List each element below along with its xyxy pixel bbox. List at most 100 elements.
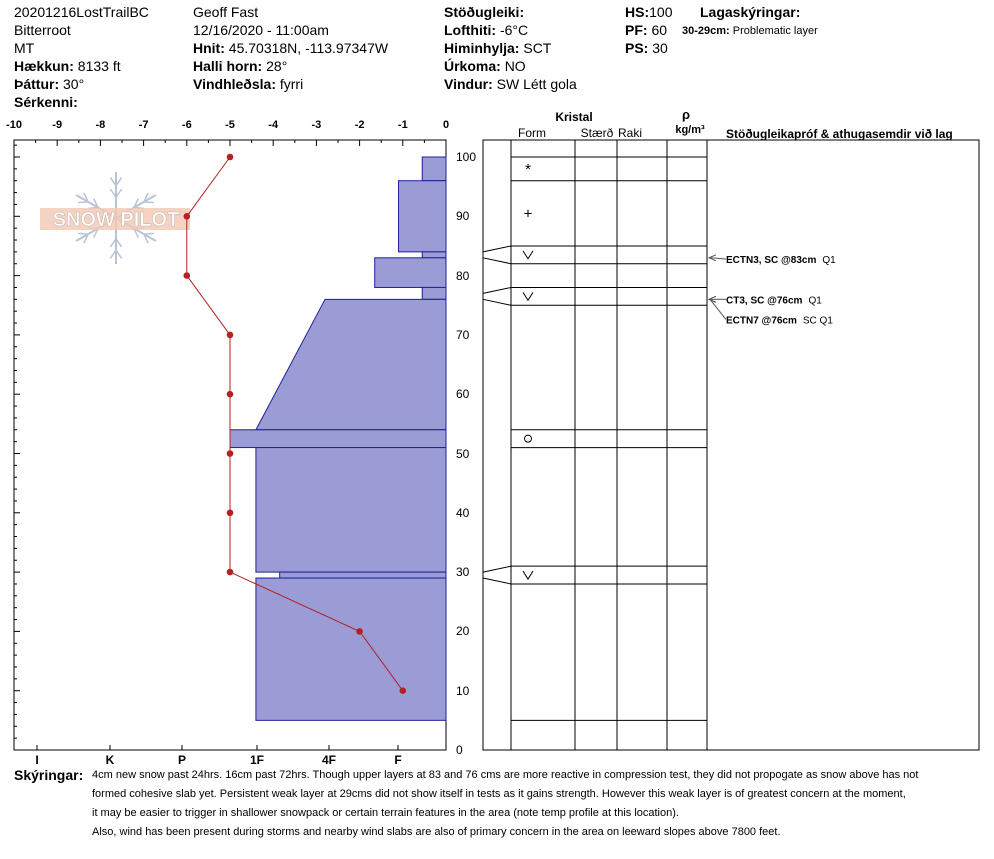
temp-tick-label: -10	[6, 119, 22, 131]
test-label: ECTN3, SC @83cm Q1	[726, 255, 836, 266]
snowflake-branch	[109, 188, 117, 198]
grain-symbol-round	[524, 434, 532, 443]
height-tick-label: 90	[456, 209, 470, 224]
height-tick-label: 0	[456, 743, 463, 757]
density-unit: kg/m³	[675, 124, 705, 136]
air-temp-field: Lofthiti: -6°C	[444, 22, 529, 38]
temp-tick-label: -1	[397, 119, 408, 131]
layer-connector-line	[482, 245, 512, 253]
layer-connector-line	[482, 577, 512, 585]
snowflake-branch	[143, 233, 149, 244]
layer-connector-line	[482, 257, 512, 265]
state-name: MT	[14, 40, 35, 56]
test-arrow-line	[709, 299, 727, 320]
test-arrow-head	[707, 254, 717, 262]
features-label: Sérkenni:	[14, 94, 78, 110]
temp-tick-label: -8	[95, 119, 106, 131]
snowflake-branch	[143, 192, 149, 203]
temp-tick-label: -3	[311, 119, 322, 131]
hardness-layer	[255, 298, 447, 431]
snowflake-branch	[109, 249, 117, 259]
legend-entry: 30-29cm: Problematic layer	[682, 25, 818, 37]
temp-point	[226, 509, 234, 517]
snowflake-branch	[115, 188, 123, 198]
grain-symbol-facet	[522, 292, 534, 302]
form-header: Form	[518, 126, 546, 140]
temp-tick-label: -5	[225, 119, 235, 131]
snowflake-branch	[115, 177, 123, 187]
wind-loading-field: Vindhleðsla: fyrri	[193, 76, 304, 92]
slope-field: Halli horn: 28°	[193, 58, 288, 74]
test-label: CT3, SC @76cm Q1	[726, 295, 822, 306]
height-tick-label: 40	[456, 505, 470, 520]
logo-band	[40, 208, 190, 230]
elevation-field: Hækkun: 8133 ft	[14, 58, 121, 74]
test-arrow-head	[707, 295, 717, 303]
size-header: Stærð	[580, 126, 614, 140]
layer-connector-line	[482, 565, 512, 573]
layer-table: *+	[482, 139, 980, 751]
snowflake-branch	[115, 249, 123, 259]
hardness-layer	[255, 577, 447, 721]
temp-point	[226, 390, 234, 398]
temp-point	[226, 568, 234, 576]
grain-symbol: *	[525, 161, 531, 178]
height-tick-label: 20	[456, 624, 470, 639]
height-tick-label: 100	[456, 150, 477, 164]
temp-tick-label: -4	[268, 119, 279, 131]
sky-field: Himinhylja: SCT	[444, 40, 552, 56]
hardness-layer	[255, 447, 447, 573]
comment-line-1: 4cm new snow past 24hrs. 16cm past 72hrs…	[92, 769, 919, 781]
hs-field: HS:100	[625, 4, 673, 20]
legend-title: Lagaskýringar:	[700, 4, 801, 20]
range-name: Bitterroot	[14, 22, 71, 38]
aspect-field: Þáttur: 30°	[14, 76, 85, 92]
height-tick-label: 30	[456, 565, 470, 580]
temp-tick-label: -2	[354, 119, 365, 131]
comments-label: Skýringar:	[14, 767, 84, 783]
height-tick-label: 60	[456, 387, 470, 402]
snowflake-branch	[109, 238, 117, 248]
temp-tick-label: 0	[442, 119, 450, 131]
temp-line	[186, 156, 404, 691]
hardness-layer	[421, 251, 447, 259]
ps-field: PS: 30	[625, 40, 668, 56]
temp-point	[399, 687, 407, 694]
hardness-tick-label: 4F	[321, 753, 337, 767]
height-tick-label: 50	[456, 446, 470, 461]
snowflake-branch	[83, 233, 89, 244]
obs-datetime: 12/16/2020 - 11:00am	[193, 22, 329, 38]
hardness-layer	[374, 257, 447, 288]
comment-line-2: formed cohesive slab yet. Persistent wea…	[92, 788, 906, 800]
snowflake-branch	[133, 198, 139, 208]
height-tick-label: 80	[456, 268, 470, 283]
snowpilot-logo: SNOW PILOT	[40, 172, 190, 264]
temp-point	[226, 331, 234, 339]
hardness-tick-label: F	[394, 753, 402, 767]
snowflake-branch	[78, 232, 89, 235]
hardness-layer	[421, 156, 447, 182]
grain-symbol-facet	[522, 250, 534, 260]
observer-name: Geoff Fast	[193, 4, 259, 20]
temp-point	[356, 628, 363, 635]
density-symbol: ρ	[681, 107, 691, 122]
tests-header: Stöðugleikapróf & athugasemdir við lag	[726, 127, 953, 141]
precip-field: Úrkoma: NO	[444, 58, 526, 74]
snowflake-branch	[143, 201, 154, 204]
hardness-tick-label: I	[35, 753, 39, 767]
snowflake-branch	[78, 201, 89, 204]
snowflake-branch	[115, 238, 123, 248]
hardness-tick-label: P	[177, 753, 187, 767]
hardness-layer	[279, 571, 447, 579]
logo-text: SNOW PILOT	[53, 209, 180, 231]
hardness-profile	[229, 156, 447, 721]
temp-point	[226, 153, 234, 161]
grain-symbol-facet	[522, 570, 534, 581]
kristal-header: Kristal	[555, 110, 593, 124]
hardness-layer	[397, 180, 447, 253]
grain-symbol: +	[524, 205, 533, 222]
height-tick-label: 10	[456, 683, 470, 698]
stability-tests: ECTN3, SC @83cm Q1 CT3, SC @76cm Q1 ECTN7 @7…	[707, 254, 836, 326]
temp-tick-label: -7	[138, 119, 149, 131]
